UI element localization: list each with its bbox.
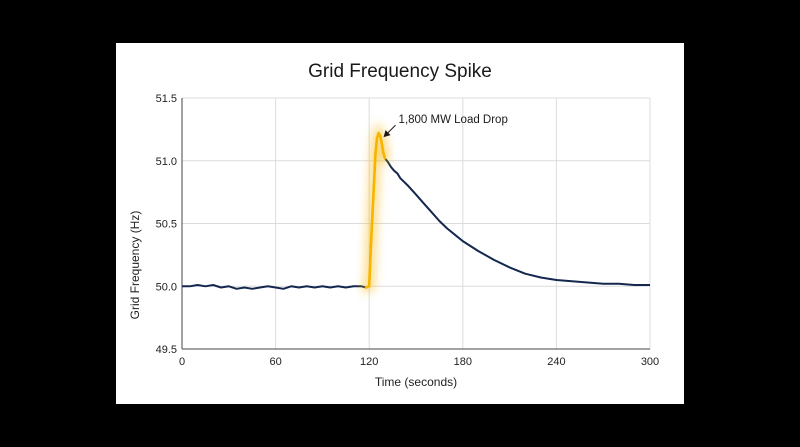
annotation-arrowhead xyxy=(383,130,391,138)
annotation: 1,800 MW Load Drop xyxy=(383,114,508,138)
tick-labels: 0 60 120 180 240 300 49.5 50.0 50.5 51.0 51.5 xyxy=(156,93,660,368)
y-tick-label: 49.5 xyxy=(156,344,177,356)
series-line xyxy=(182,132,650,290)
y-axis-title: Grid Frequency (Hz) xyxy=(128,211,142,320)
y-tick-label: 51.0 xyxy=(156,156,177,168)
spike-highlight-line xyxy=(364,131,387,289)
x-tick-label: 0 xyxy=(179,356,185,368)
x-axis-title: Time (seconds) xyxy=(375,375,457,389)
gridlines xyxy=(181,97,651,350)
y-tick-label: 51.5 xyxy=(156,93,177,105)
x-tick-label: 240 xyxy=(547,356,565,368)
chart-panel: Grid Frequency Spike 0 60 120 180 240 300 49.5… xyxy=(116,43,684,404)
chart-title: Grid Frequency Spike xyxy=(308,61,492,82)
line-chart: Grid Frequency Spike 0 60 120 180 240 300 49.5… xyxy=(128,61,660,389)
series xyxy=(182,122,650,292)
x-tick-label: 60 xyxy=(269,356,281,368)
axes xyxy=(181,98,650,350)
annotation-label: 1,800 MW Load Drop xyxy=(399,114,508,126)
x-tick-label: 300 xyxy=(641,356,659,368)
x-tick-label: 180 xyxy=(454,356,472,368)
x-tick-label: 120 xyxy=(360,356,378,368)
y-tick-label: 50.0 xyxy=(156,281,177,293)
y-tick-label: 50.5 xyxy=(156,219,177,231)
